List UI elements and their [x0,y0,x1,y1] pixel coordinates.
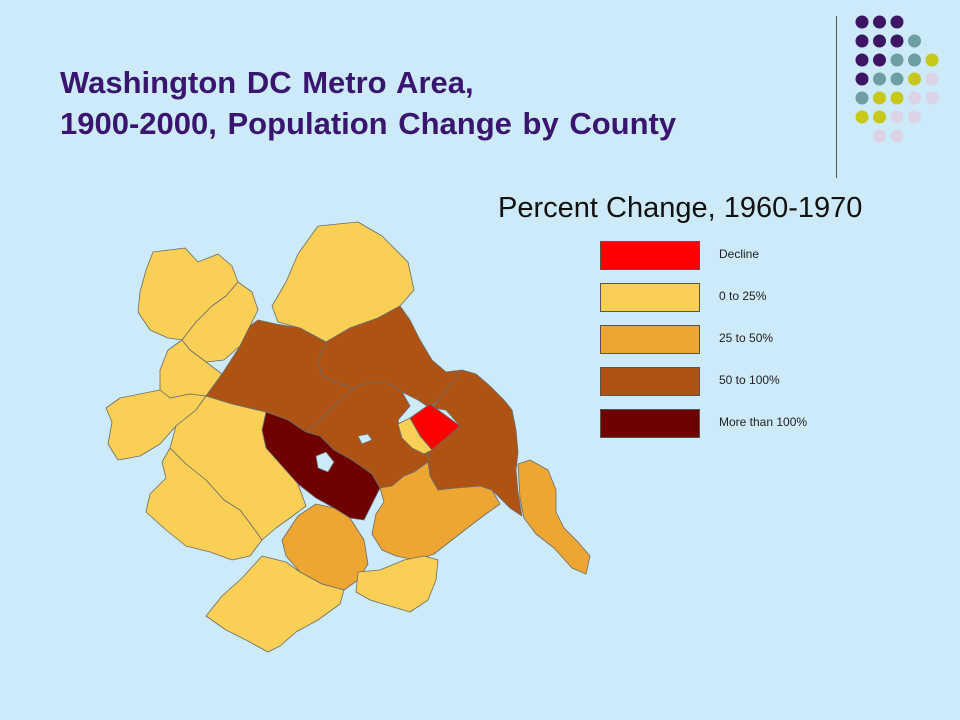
legend-label: 0 to 25% [719,289,767,303]
county-culpeper [145,447,263,561]
legend-label: 25 to 50% [719,331,774,345]
legend-item-decline: Decline [600,241,900,273]
slide-title: Washington DC Metro Area, 1900-2000, Pop… [60,62,676,144]
legend-item-25-to-50: 25 to 50% [600,325,900,357]
decorative-dot [873,15,886,29]
legend-swatch [600,283,700,312]
decorative-dot [925,53,939,67]
county-fauquier-north [105,389,207,461]
decorative-dot [890,129,904,143]
decorative-dot [873,53,886,67]
decorative-dot [855,72,869,86]
decorative-dot [873,110,886,124]
decorative-dot [855,110,869,124]
decorative-dot [908,91,921,105]
county-spotsylvania [205,555,345,653]
legend-item-0-to-25: 0 to 25% [600,283,900,315]
legend-item-50-to-100: 50 to 100% [600,367,900,399]
county-arlington [397,417,433,455]
decorative-dot [855,53,869,67]
decorative-dot [908,34,921,48]
title-line-1: Washington DC Metro Area, [60,65,474,100]
map-subtitle: Percent Change, 1960-1970 [498,192,863,224]
decorative-dot [925,91,939,105]
decorative-dot [908,53,921,67]
decorative-dot [908,110,921,124]
county-king-george [355,555,439,613]
decorative-dot [890,15,904,29]
county-calvert [517,459,591,575]
legend-label: Decline [719,247,760,261]
decorative-dot [908,72,921,86]
legend-swatch [600,325,700,354]
decorative-dot [925,72,939,86]
water-reservoir-1 [315,451,335,473]
decorative-dot [890,72,904,86]
decorative-dot [855,91,869,105]
legend-label: More than 100% [719,415,808,429]
decorative-dot-grid [855,15,939,143]
decorative-dot [873,72,886,86]
decorative-dot [873,34,886,48]
decorative-dot [855,15,869,29]
legend-label: 50 to 100% [719,373,780,387]
decorative-dot [855,34,869,48]
decorative-dot [890,110,904,124]
decorative-dot [890,34,904,48]
decorative-dot [890,91,904,105]
decorative-dot [890,53,904,67]
decorative-dot [873,129,886,143]
legend-swatch [600,367,700,396]
decorative-dot [873,91,886,105]
legend-swatch [600,241,700,270]
decorative-divider [836,16,837,178]
legend-item-more-than-100: More than 100% [600,409,900,441]
legend-swatch [600,409,700,438]
water-reservoir-2 [357,433,373,445]
title-line-2: 1900-2000, Population Change by County [60,106,677,141]
county-charles [371,461,501,561]
